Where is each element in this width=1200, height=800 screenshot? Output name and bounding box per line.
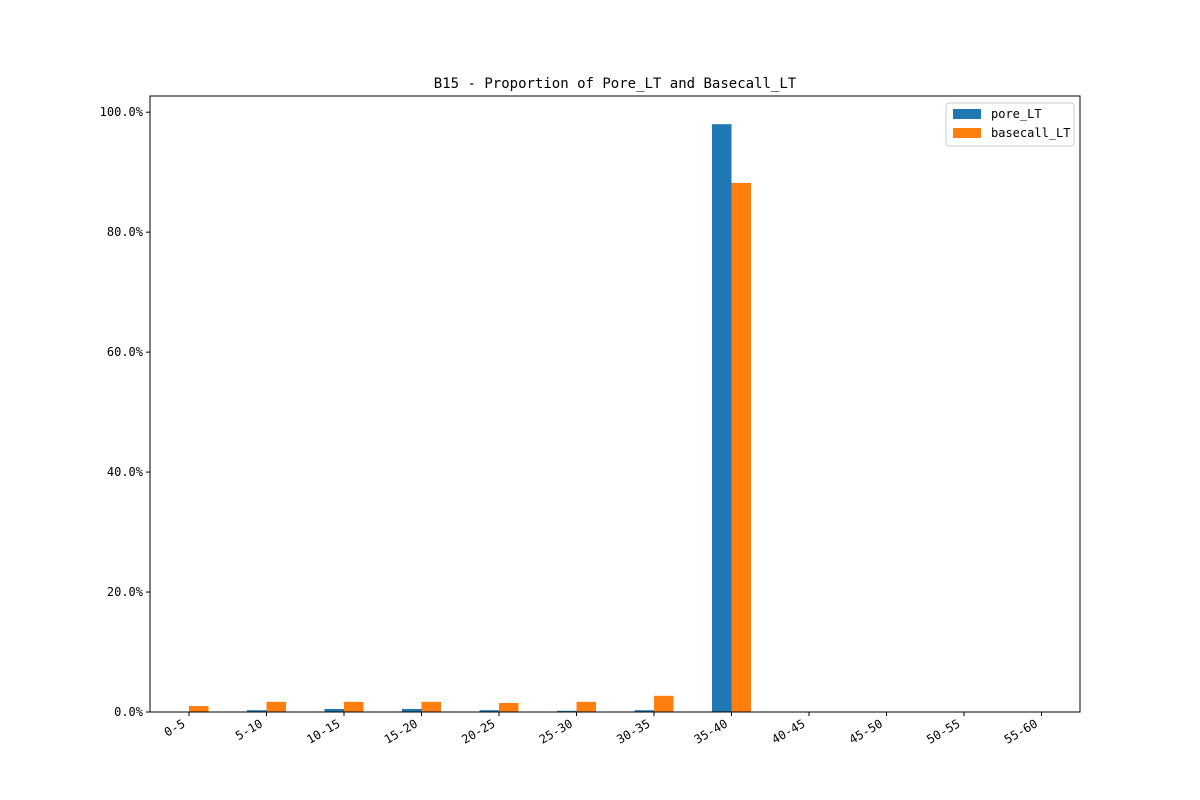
bar-basecall-lt-30-35 (654, 695, 674, 712)
x-tick-label: 30-35 (614, 716, 652, 746)
legend-swatch-basecall-lt (953, 128, 981, 138)
y-tick-label: 100.0% (100, 105, 144, 119)
plot-frame (149, 95, 1081, 713)
y-tick-label: 60.0% (107, 345, 144, 359)
bar-basecall-lt-10-15 (344, 701, 364, 712)
x-tick-label: 55-60 (1002, 716, 1040, 746)
bar-basecall-lt-5-10 (266, 701, 286, 712)
bars-layer (189, 124, 751, 713)
chart-title: B15 - Proportion of Pore_LT and Basecall… (434, 76, 797, 92)
bar-pore-lt-10-15 (324, 709, 344, 712)
legend-label-pore-lt: pore_LT (991, 107, 1042, 121)
x-tick-label: 35-40 (692, 716, 730, 746)
bar-pore-lt-30-35 (634, 710, 654, 712)
bar-pore-lt-5-10 (247, 710, 267, 712)
bar-pore-lt-25-30 (557, 710, 577, 712)
x-tick-label: 45-50 (847, 716, 885, 746)
x-tick-label: 5-10 (233, 716, 265, 743)
bar-basecall-lt-15-20 (421, 701, 441, 712)
x-tick-label: 40-45 (769, 716, 807, 746)
x-tick-label: 15-20 (382, 716, 420, 746)
y-axis: 0.0% 20.0% 40.0% 60.0% 80.0% 100.0% (100, 105, 150, 719)
bar-basecall-lt-25-30 (576, 701, 596, 712)
x-tick-label: 25-30 (537, 716, 575, 746)
x-tick-label: 20-25 (459, 716, 497, 746)
bar-basecall-lt-0-5 (189, 706, 209, 712)
legend-label-basecall-lt: basecall_LT (991, 126, 1070, 140)
y-tick-label: 20.0% (107, 585, 144, 599)
bar-pore-lt-20-25 (479, 710, 499, 712)
y-tick-label: 0.0% (114, 705, 144, 719)
bar-pore-lt-15-20 (402, 709, 422, 712)
x-tick-label: 50-55 (924, 716, 962, 746)
x-axis: 0-5 5-10 10-15 15-20 20-25 25-30 30-35 35-40 40-… (162, 712, 1042, 747)
y-tick-label: 80.0% (107, 225, 144, 239)
legend-swatch-pore-lt (953, 109, 981, 119)
bar-basecall-lt-35-40 (731, 182, 751, 713)
legend: pore_LT basecall_LT (945, 102, 1075, 147)
bar-basecall-lt-20-25 (499, 703, 519, 712)
bar-pore-lt-35-40 (712, 124, 732, 712)
x-tick-label: 10-15 (304, 716, 342, 746)
y-tick-label: 40.0% (107, 465, 144, 479)
x-tick-label: 0-5 (162, 716, 188, 739)
